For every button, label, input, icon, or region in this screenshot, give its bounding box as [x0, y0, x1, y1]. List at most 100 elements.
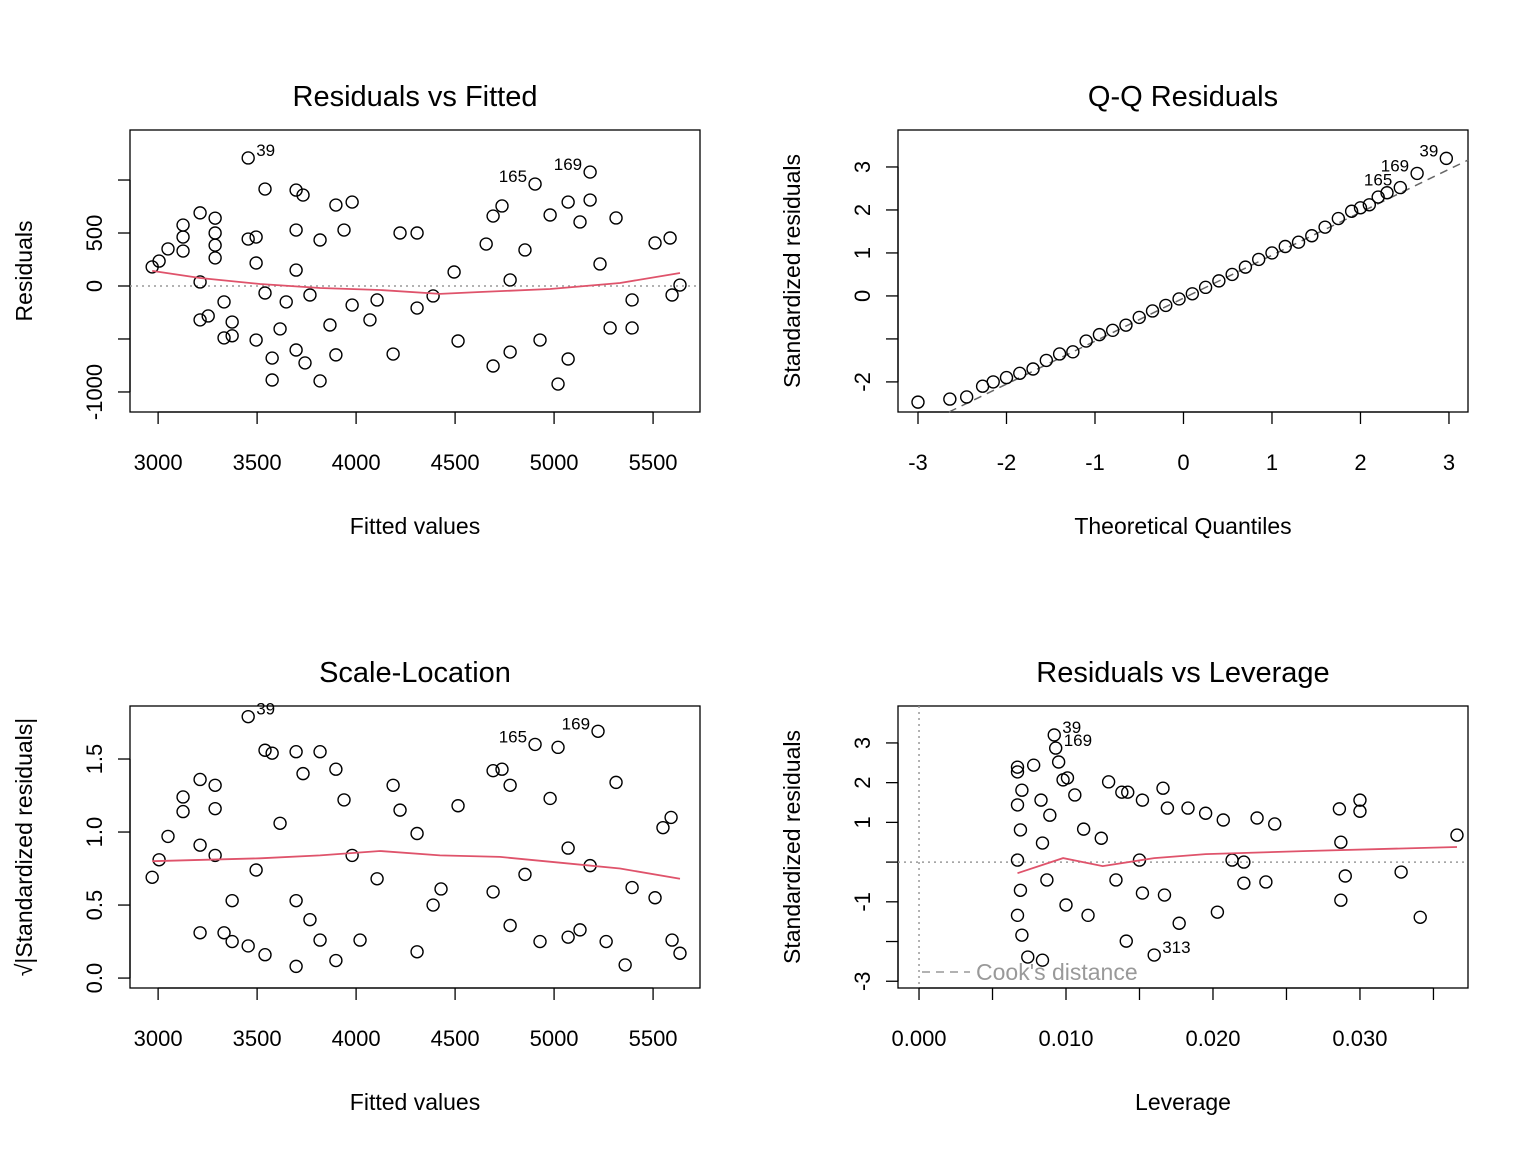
point: [241, 709, 255, 724]
y-tick-label: 1.5: [82, 744, 107, 775]
point: [217, 926, 231, 940]
point: [1181, 801, 1195, 815]
y-axis-label: √|Standardized residuals|: [11, 718, 37, 977]
point: [329, 953, 343, 968]
point: [625, 321, 639, 335]
point: [298, 356, 312, 370]
point: [345, 848, 359, 863]
plot-box: [129, 129, 701, 413]
point: [543, 208, 557, 222]
y-tick-label: 3: [850, 737, 875, 749]
point: [1039, 353, 1054, 368]
y-tick-label: 2: [850, 204, 875, 216]
point-label: 39: [1419, 141, 1438, 160]
point: [176, 804, 190, 819]
point-label: 165: [1364, 171, 1392, 190]
plot-box: [897, 129, 1469, 413]
point: [599, 934, 613, 949]
point: [410, 826, 424, 841]
point-label: 39: [256, 700, 275, 719]
point: [329, 198, 343, 212]
point: [1250, 811, 1264, 825]
smooth-line: [1017, 846, 1458, 875]
point: [618, 958, 632, 972]
point: [426, 898, 440, 912]
point: [1059, 898, 1073, 912]
point: [1160, 801, 1175, 815]
point: [1021, 950, 1035, 964]
x-tick-label: 5500: [629, 450, 678, 475]
point: [329, 348, 343, 362]
point: [353, 933, 367, 947]
y-tick-label: 500: [82, 215, 107, 252]
point: [241, 232, 255, 246]
point: [1066, 345, 1080, 359]
point: [208, 226, 222, 240]
point: [1252, 252, 1266, 267]
x-tick-label: 4500: [431, 450, 480, 475]
point: [1105, 323, 1120, 338]
point: [561, 352, 575, 366]
point-label: 169: [554, 155, 582, 174]
point: [193, 838, 207, 852]
point: [665, 288, 679, 302]
point: [528, 737, 542, 752]
x-tick-label: 0.000: [891, 1026, 946, 1051]
point: [664, 810, 678, 825]
point: [161, 829, 175, 844]
point: [273, 322, 287, 336]
point: [1119, 934, 1133, 948]
point-label: 313: [1162, 938, 1190, 957]
point: [265, 351, 279, 365]
point: [323, 318, 337, 332]
point: [152, 853, 166, 867]
x-tick-label: 4000: [332, 1026, 381, 1051]
point: [1216, 813, 1230, 827]
point: [258, 286, 272, 300]
point: [1353, 793, 1367, 807]
smooth-line: [152, 270, 681, 295]
x-tick-label: 4500: [431, 1026, 480, 1051]
point: [208, 778, 222, 792]
x-axis-label: Fitted values: [350, 513, 480, 539]
point: [176, 218, 190, 232]
x-tick-label: 3: [1443, 450, 1455, 475]
x-tick-label: 4000: [332, 450, 381, 475]
point: [313, 933, 327, 947]
point: [1185, 287, 1200, 301]
point: [528, 177, 542, 191]
point: [1259, 875, 1273, 889]
y-tick-label: 1: [850, 816, 875, 828]
point: [503, 918, 517, 933]
point: [337, 223, 351, 237]
y-tick-label: -1: [850, 892, 875, 912]
point: [313, 233, 327, 247]
y-axis-label: Standardized residuals: [779, 730, 805, 964]
point: [329, 762, 343, 776]
point: [152, 254, 166, 268]
point: [518, 867, 532, 882]
point: [1043, 808, 1057, 822]
point: [193, 926, 207, 940]
y-tick-label: 0.5: [82, 890, 107, 921]
point: [447, 265, 461, 279]
x-tick-label: 2: [1354, 450, 1366, 475]
x-tick-label: 5000: [530, 450, 579, 475]
point: [225, 329, 239, 343]
point: [1157, 888, 1172, 902]
point: [289, 343, 303, 357]
point: [591, 724, 605, 738]
point: [1109, 873, 1123, 887]
point: [911, 395, 925, 409]
point: [296, 766, 310, 781]
point: [1034, 793, 1048, 807]
point: [1338, 869, 1352, 883]
point: [393, 226, 407, 240]
point: [1040, 873, 1054, 887]
point: [673, 946, 687, 960]
point: [1225, 853, 1239, 867]
point: [249, 863, 263, 877]
point: [593, 257, 607, 271]
point: [410, 945, 424, 959]
point: [193, 313, 207, 327]
